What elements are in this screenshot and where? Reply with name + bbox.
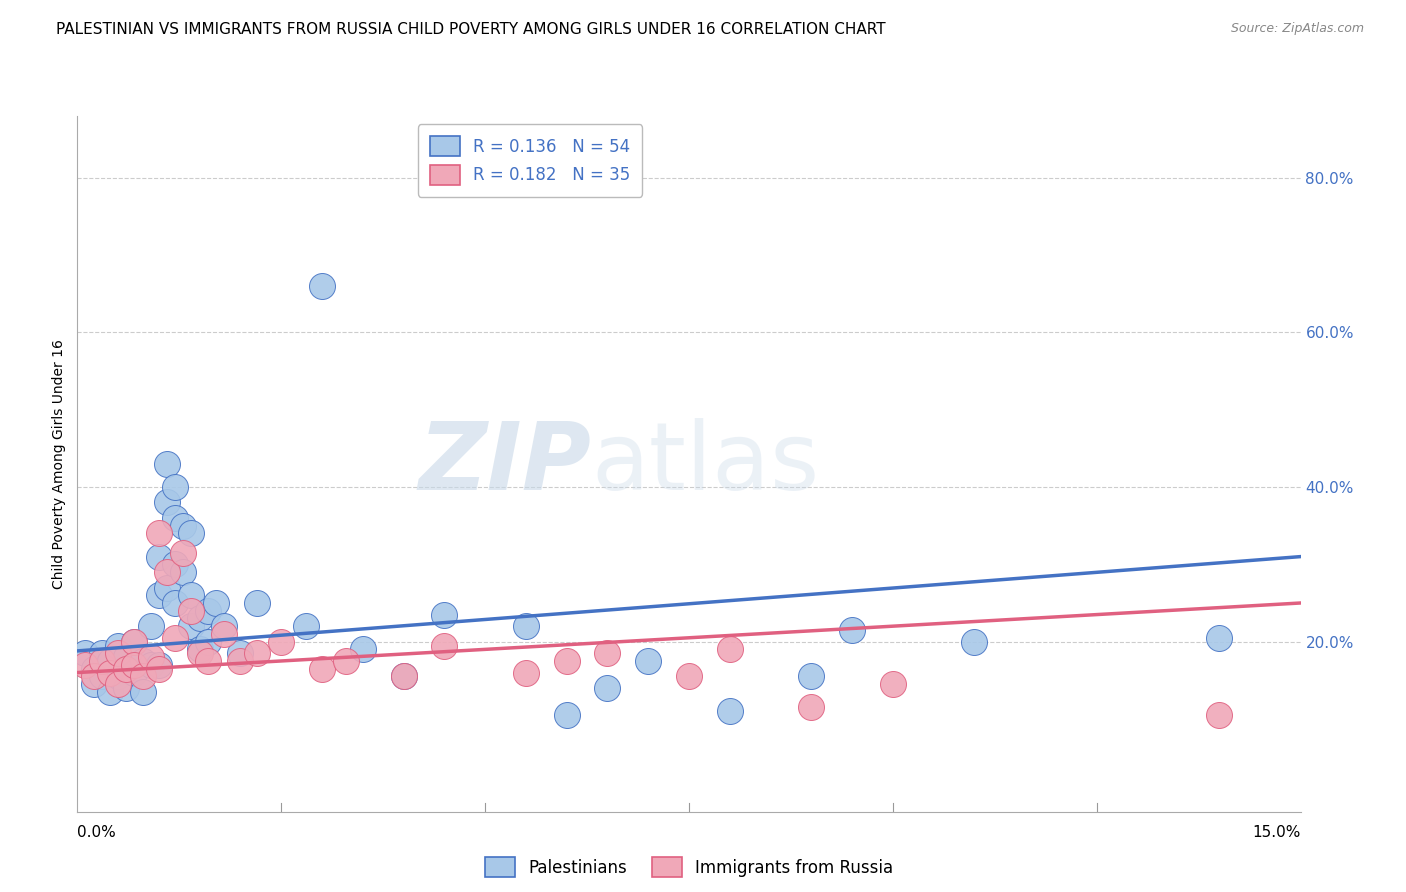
- Point: [311, 279, 333, 293]
- Point: [107, 677, 129, 691]
- Point: [197, 654, 219, 668]
- Point: [148, 657, 170, 672]
- Point: [131, 654, 153, 668]
- Point: [139, 657, 162, 672]
- Point: [180, 619, 202, 633]
- Point: [115, 662, 138, 676]
- Legend: Palestinians, Immigrants from Russia: Palestinians, Immigrants from Russia: [478, 851, 900, 883]
- Point: [156, 565, 179, 579]
- Text: PALESTINIAN VS IMMIGRANTS FROM RUSSIA CHILD POVERTY AMONG GIRLS UNDER 16 CORRELA: PALESTINIAN VS IMMIGRANTS FROM RUSSIA CH…: [56, 22, 886, 37]
- Point: [335, 654, 357, 668]
- Point: [882, 677, 904, 691]
- Point: [352, 642, 374, 657]
- Point: [515, 619, 537, 633]
- Point: [107, 646, 129, 660]
- Point: [165, 631, 187, 645]
- Point: [172, 565, 194, 579]
- Point: [1208, 631, 1230, 645]
- Point: [555, 654, 578, 668]
- Point: [212, 619, 235, 633]
- Point: [148, 662, 170, 676]
- Point: [124, 657, 146, 672]
- Point: [800, 700, 823, 714]
- Point: [311, 662, 333, 676]
- Point: [131, 669, 153, 683]
- Point: [212, 627, 235, 641]
- Point: [188, 611, 211, 625]
- Point: [596, 681, 619, 695]
- Point: [246, 646, 269, 660]
- Point: [433, 639, 456, 653]
- Point: [392, 669, 415, 683]
- Point: [718, 642, 741, 657]
- Point: [180, 604, 202, 618]
- Point: [637, 654, 659, 668]
- Point: [148, 549, 170, 564]
- Text: Source: ZipAtlas.com: Source: ZipAtlas.com: [1230, 22, 1364, 36]
- Point: [83, 669, 105, 683]
- Point: [963, 634, 986, 648]
- Point: [156, 495, 179, 509]
- Point: [98, 654, 121, 668]
- Point: [98, 685, 121, 699]
- Point: [131, 685, 153, 699]
- Point: [229, 646, 252, 660]
- Point: [165, 480, 187, 494]
- Point: [90, 654, 112, 668]
- Point: [841, 623, 863, 637]
- Point: [107, 669, 129, 683]
- Text: ZIP: ZIP: [418, 417, 591, 510]
- Point: [246, 596, 269, 610]
- Point: [229, 654, 252, 668]
- Point: [165, 558, 187, 572]
- Point: [139, 650, 162, 665]
- Point: [197, 634, 219, 648]
- Text: 15.0%: 15.0%: [1253, 825, 1301, 840]
- Point: [515, 665, 537, 680]
- Point: [124, 634, 146, 648]
- Point: [678, 669, 700, 683]
- Point: [555, 708, 578, 723]
- Point: [205, 596, 228, 610]
- Point: [115, 681, 138, 695]
- Point: [124, 665, 146, 680]
- Point: [392, 669, 415, 683]
- Point: [180, 588, 202, 602]
- Point: [148, 526, 170, 541]
- Point: [433, 607, 456, 622]
- Point: [83, 662, 105, 676]
- Point: [165, 596, 187, 610]
- Point: [188, 646, 211, 660]
- Point: [800, 669, 823, 683]
- Point: [148, 588, 170, 602]
- Point: [1208, 708, 1230, 723]
- Point: [83, 677, 105, 691]
- Point: [90, 646, 112, 660]
- Point: [75, 646, 97, 660]
- Point: [718, 704, 741, 718]
- Point: [165, 511, 187, 525]
- Point: [124, 634, 146, 648]
- Point: [188, 642, 211, 657]
- Point: [180, 526, 202, 541]
- Point: [156, 457, 179, 471]
- Text: 0.0%: 0.0%: [77, 825, 117, 840]
- Point: [197, 604, 219, 618]
- Point: [596, 646, 619, 660]
- Point: [75, 657, 97, 672]
- Point: [172, 518, 194, 533]
- Point: [139, 619, 162, 633]
- Point: [90, 669, 112, 683]
- Point: [294, 619, 316, 633]
- Point: [107, 639, 129, 653]
- Point: [98, 665, 121, 680]
- Point: [156, 581, 179, 595]
- Text: atlas: atlas: [591, 417, 820, 510]
- Point: [172, 546, 194, 560]
- Y-axis label: Child Poverty Among Girls Under 16: Child Poverty Among Girls Under 16: [52, 339, 66, 589]
- Point: [270, 634, 292, 648]
- Point: [115, 650, 138, 665]
